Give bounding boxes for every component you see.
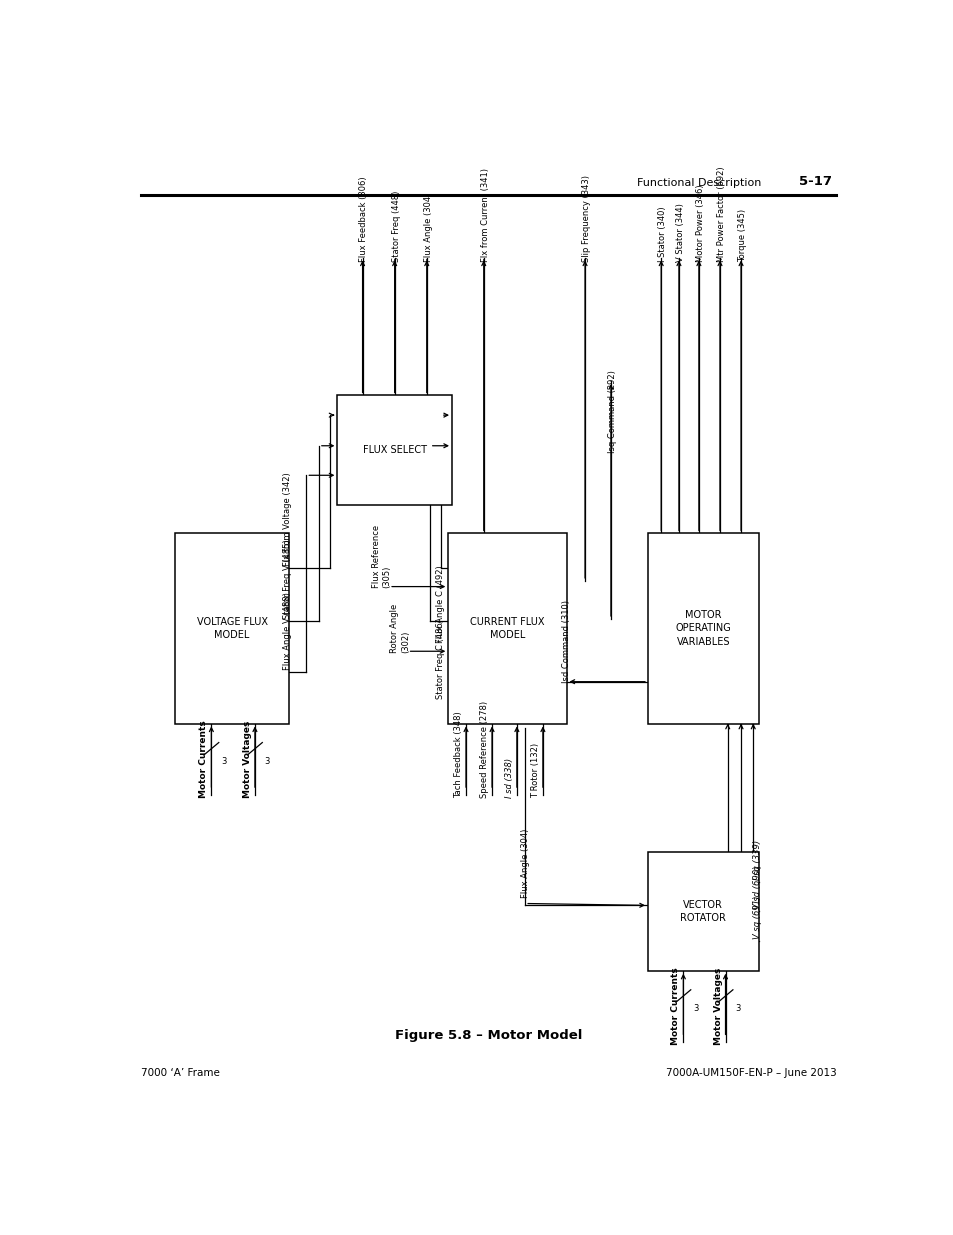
Bar bbox=[448, 534, 566, 724]
Text: I sd (338): I sd (338) bbox=[504, 757, 514, 798]
Text: I sq (339): I sq (339) bbox=[752, 840, 760, 879]
Text: Motor Voltages: Motor Voltages bbox=[243, 720, 252, 798]
Text: Stator Freq C (486): Stator Freq C (486) bbox=[436, 619, 445, 699]
Text: Isd Command (310): Isd Command (310) bbox=[561, 600, 571, 683]
Text: Slip Frequency (343): Slip Frequency (343) bbox=[581, 175, 590, 262]
Text: VECTOR
ROTATOR: VECTOR ROTATOR bbox=[679, 900, 725, 923]
Text: V sd (690): V sd (690) bbox=[752, 866, 760, 909]
Text: V Stator (344): V Stator (344) bbox=[675, 204, 684, 262]
Text: Flux Reference
(305): Flux Reference (305) bbox=[372, 525, 391, 589]
Text: 3: 3 bbox=[692, 1004, 698, 1013]
Text: CURRENT FLUX
MODEL: CURRENT FLUX MODEL bbox=[470, 616, 544, 640]
Text: Flux Angle (304): Flux Angle (304) bbox=[423, 193, 433, 262]
Text: Figure 5.8 – Motor Model: Figure 5.8 – Motor Model bbox=[395, 1029, 582, 1042]
Text: T Rotor (132): T Rotor (132) bbox=[531, 742, 539, 798]
Text: Motor Currents: Motor Currents bbox=[199, 720, 208, 798]
Text: Stator Freq V (485): Stator Freq V (485) bbox=[283, 540, 292, 619]
Text: 3: 3 bbox=[264, 757, 270, 766]
Text: Flux Angle (304): Flux Angle (304) bbox=[520, 829, 529, 898]
Text: Motor Power (346): Motor Power (346) bbox=[695, 185, 704, 262]
Bar bbox=[647, 852, 758, 971]
Text: Flux Feedback (306): Flux Feedback (306) bbox=[359, 177, 368, 262]
Text: Flux Angle V (488): Flux Angle V (488) bbox=[283, 593, 292, 671]
Text: Functional Description: Functional Description bbox=[637, 178, 760, 188]
Text: Flx from Current (341): Flx from Current (341) bbox=[480, 168, 489, 262]
Text: 3: 3 bbox=[221, 757, 226, 766]
Text: 7000 ‘A’ Frame: 7000 ‘A’ Frame bbox=[141, 1068, 220, 1078]
Text: Torque (345): Torque (345) bbox=[738, 209, 746, 262]
Text: I Stator (340): I Stator (340) bbox=[658, 206, 666, 262]
Bar bbox=[337, 395, 452, 505]
Bar bbox=[174, 534, 289, 724]
Text: Rotor Angle
(302): Rotor Angle (302) bbox=[390, 604, 410, 653]
Text: MOTOR
OPERATING
VARIABLES: MOTOR OPERATING VARIABLES bbox=[675, 610, 730, 647]
Text: Flux Angle C (492): Flux Angle C (492) bbox=[436, 566, 445, 643]
Text: Flx from Voltage (342): Flx from Voltage (342) bbox=[283, 472, 292, 566]
Bar bbox=[647, 534, 758, 724]
Text: Speed Reference (278): Speed Reference (278) bbox=[479, 700, 489, 798]
Text: VOLTAGE FLUX
MODEL: VOLTAGE FLUX MODEL bbox=[196, 616, 267, 640]
Text: 7000A-UM150F-EN-P – June 2013: 7000A-UM150F-EN-P – June 2013 bbox=[665, 1068, 836, 1078]
Text: Motor Voltages: Motor Voltages bbox=[713, 967, 721, 1045]
Text: V sq (691): V sq (691) bbox=[752, 895, 760, 939]
Text: Isq Command (292): Isq Command (292) bbox=[607, 369, 617, 452]
Text: 5-17: 5-17 bbox=[799, 175, 832, 188]
Text: 3: 3 bbox=[735, 1004, 740, 1013]
Text: Mtr Power Factor (692): Mtr Power Factor (692) bbox=[716, 167, 725, 262]
Text: FLUX SELECT: FLUX SELECT bbox=[362, 445, 426, 456]
Text: Motor Currents: Motor Currents bbox=[671, 967, 679, 1045]
Text: Tach Feedback (348): Tach Feedback (348) bbox=[454, 711, 462, 798]
Text: Stator Freq (448): Stator Freq (448) bbox=[391, 191, 400, 262]
